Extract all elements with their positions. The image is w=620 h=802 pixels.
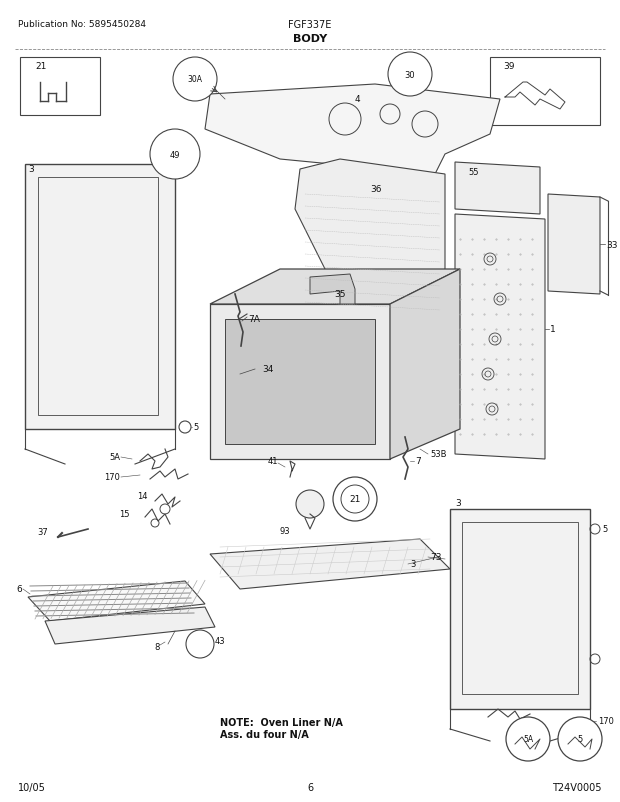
Text: 14: 14 (138, 492, 148, 501)
Polygon shape (205, 85, 500, 175)
Text: FGF337E: FGF337E (288, 20, 332, 30)
Polygon shape (45, 607, 215, 644)
Circle shape (150, 130, 200, 180)
Text: eReplacementParts.com: eReplacementParts.com (238, 413, 382, 426)
Text: 41: 41 (267, 457, 278, 466)
Text: 3: 3 (455, 498, 461, 508)
Bar (462, 522, 578, 695)
Text: 8: 8 (154, 642, 160, 652)
Circle shape (506, 717, 550, 761)
Text: Publication No: 5895450284: Publication No: 5895450284 (18, 20, 146, 29)
Circle shape (173, 58, 217, 102)
Text: 37: 37 (37, 528, 48, 537)
Text: 30: 30 (405, 71, 415, 79)
Text: 6: 6 (16, 585, 22, 593)
Bar (20, 58, 100, 115)
Polygon shape (455, 163, 540, 215)
Text: 15: 15 (120, 510, 130, 519)
Text: 53B: 53B (430, 450, 446, 459)
Circle shape (558, 717, 602, 761)
Text: 39: 39 (503, 62, 515, 71)
Polygon shape (390, 269, 460, 460)
Text: 10/05: 10/05 (18, 782, 46, 792)
Polygon shape (28, 581, 205, 622)
Text: 7A: 7A (248, 314, 260, 323)
Polygon shape (455, 215, 545, 460)
Polygon shape (210, 539, 450, 589)
Polygon shape (210, 269, 460, 305)
Text: 1: 1 (550, 325, 556, 334)
Text: 170: 170 (104, 473, 120, 482)
Bar (490, 58, 600, 126)
Text: 3: 3 (410, 560, 415, 569)
Text: T24V0005: T24V0005 (552, 782, 602, 792)
Text: 3: 3 (28, 164, 33, 174)
Polygon shape (210, 305, 390, 460)
Text: 6: 6 (307, 782, 313, 792)
Text: 170: 170 (598, 717, 614, 726)
Text: 35: 35 (334, 290, 346, 299)
Text: 5: 5 (193, 423, 198, 432)
Text: Ass. du four N/A: Ass. du four N/A (220, 729, 309, 739)
Text: 21: 21 (35, 62, 46, 71)
Text: 5A: 5A (109, 453, 120, 462)
Text: 55: 55 (468, 168, 479, 176)
Text: BODY: BODY (293, 34, 327, 44)
Text: 30A: 30A (187, 75, 203, 84)
Bar (38, 178, 158, 415)
Text: 5: 5 (577, 735, 583, 743)
Circle shape (296, 490, 324, 518)
Circle shape (333, 477, 377, 521)
Circle shape (388, 53, 432, 97)
Text: 5A: 5A (523, 735, 533, 743)
Text: 49: 49 (170, 150, 180, 160)
Text: 33: 33 (606, 241, 618, 249)
Polygon shape (310, 274, 355, 305)
Text: 34: 34 (262, 365, 273, 374)
Text: 4: 4 (355, 95, 361, 104)
Bar (225, 320, 375, 444)
Text: 73: 73 (430, 553, 441, 561)
Text: 21: 21 (349, 495, 361, 504)
Polygon shape (450, 509, 590, 709)
Text: 7: 7 (415, 457, 421, 466)
Text: NOTE:  Oven Liner N/A: NOTE: Oven Liner N/A (220, 717, 343, 727)
Polygon shape (548, 195, 600, 294)
Circle shape (186, 630, 214, 658)
Polygon shape (295, 160, 445, 310)
Text: 43: 43 (215, 637, 226, 646)
Text: 36: 36 (370, 184, 381, 194)
Text: 5: 5 (602, 525, 607, 534)
Text: 93: 93 (280, 527, 290, 536)
Polygon shape (25, 164, 175, 429)
